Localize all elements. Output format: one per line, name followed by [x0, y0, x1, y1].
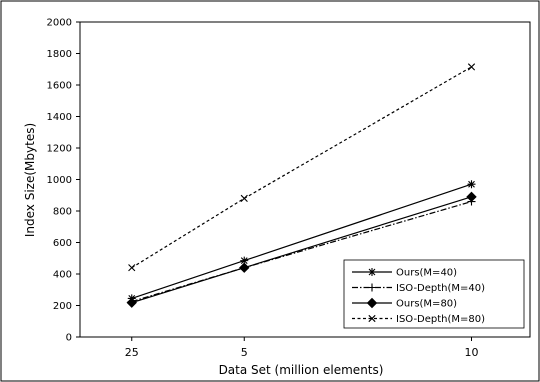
y-axis-title: Index Size(Mbytes) — [23, 123, 37, 237]
y-tick-label: 1000 — [47, 175, 72, 186]
legend-marker — [366, 297, 378, 309]
x-tick-label: 25 — [125, 346, 139, 359]
data-point-series-3 — [466, 191, 477, 203]
y-tick-label: 800 — [53, 207, 72, 218]
x-axis-ticks: 25 5 10 — [125, 337, 479, 359]
y-tick-label: 1800 — [47, 49, 72, 60]
legend-marker — [368, 314, 376, 323]
y-tick-label: 0 — [66, 333, 72, 344]
y-tick-label: 200 — [53, 301, 72, 312]
data-point-series-3 — [126, 297, 137, 308]
x-tick-label: 5 — [241, 346, 248, 359]
y-tick-label: 2000 — [47, 18, 72, 29]
y-tick-label: 400 — [53, 270, 72, 281]
x-axis-title: Data Set (million elements) — [219, 363, 384, 377]
legend: Ours(M=40) ISO-Depth(M=40) Ours(M=80) ISO-D… — [352, 268, 485, 325]
data-point-series-1 — [240, 256, 249, 265]
y-tick-label: 600 — [53, 238, 72, 249]
legend-label: ISO-Depth(M=40) — [396, 283, 485, 294]
legend-marker — [368, 283, 376, 292]
legend-label: Ours(M=80) — [396, 299, 457, 310]
x-tick-label: 10 — [465, 346, 479, 359]
data-point-series-4 — [128, 264, 136, 272]
series-layer — [126, 63, 477, 308]
data-point-series-4 — [240, 194, 248, 202]
legend-label: ISO-Depth(M=80) — [396, 314, 485, 325]
y-tick-label: 1400 — [47, 112, 72, 123]
y-axis-ticks: 0 200 400 600 800 1000 1200 1400 1600 1800 2000 — [47, 18, 80, 344]
y-tick-label: 1600 — [47, 81, 72, 92]
data-point-series-4 — [467, 63, 476, 71]
legend-label: Ours(M=40) — [396, 268, 457, 279]
legend-marker — [368, 268, 376, 276]
data-point-series-1 — [467, 180, 476, 189]
y-tick-label: 1200 — [47, 144, 72, 155]
data-point-series-3 — [239, 262, 250, 273]
